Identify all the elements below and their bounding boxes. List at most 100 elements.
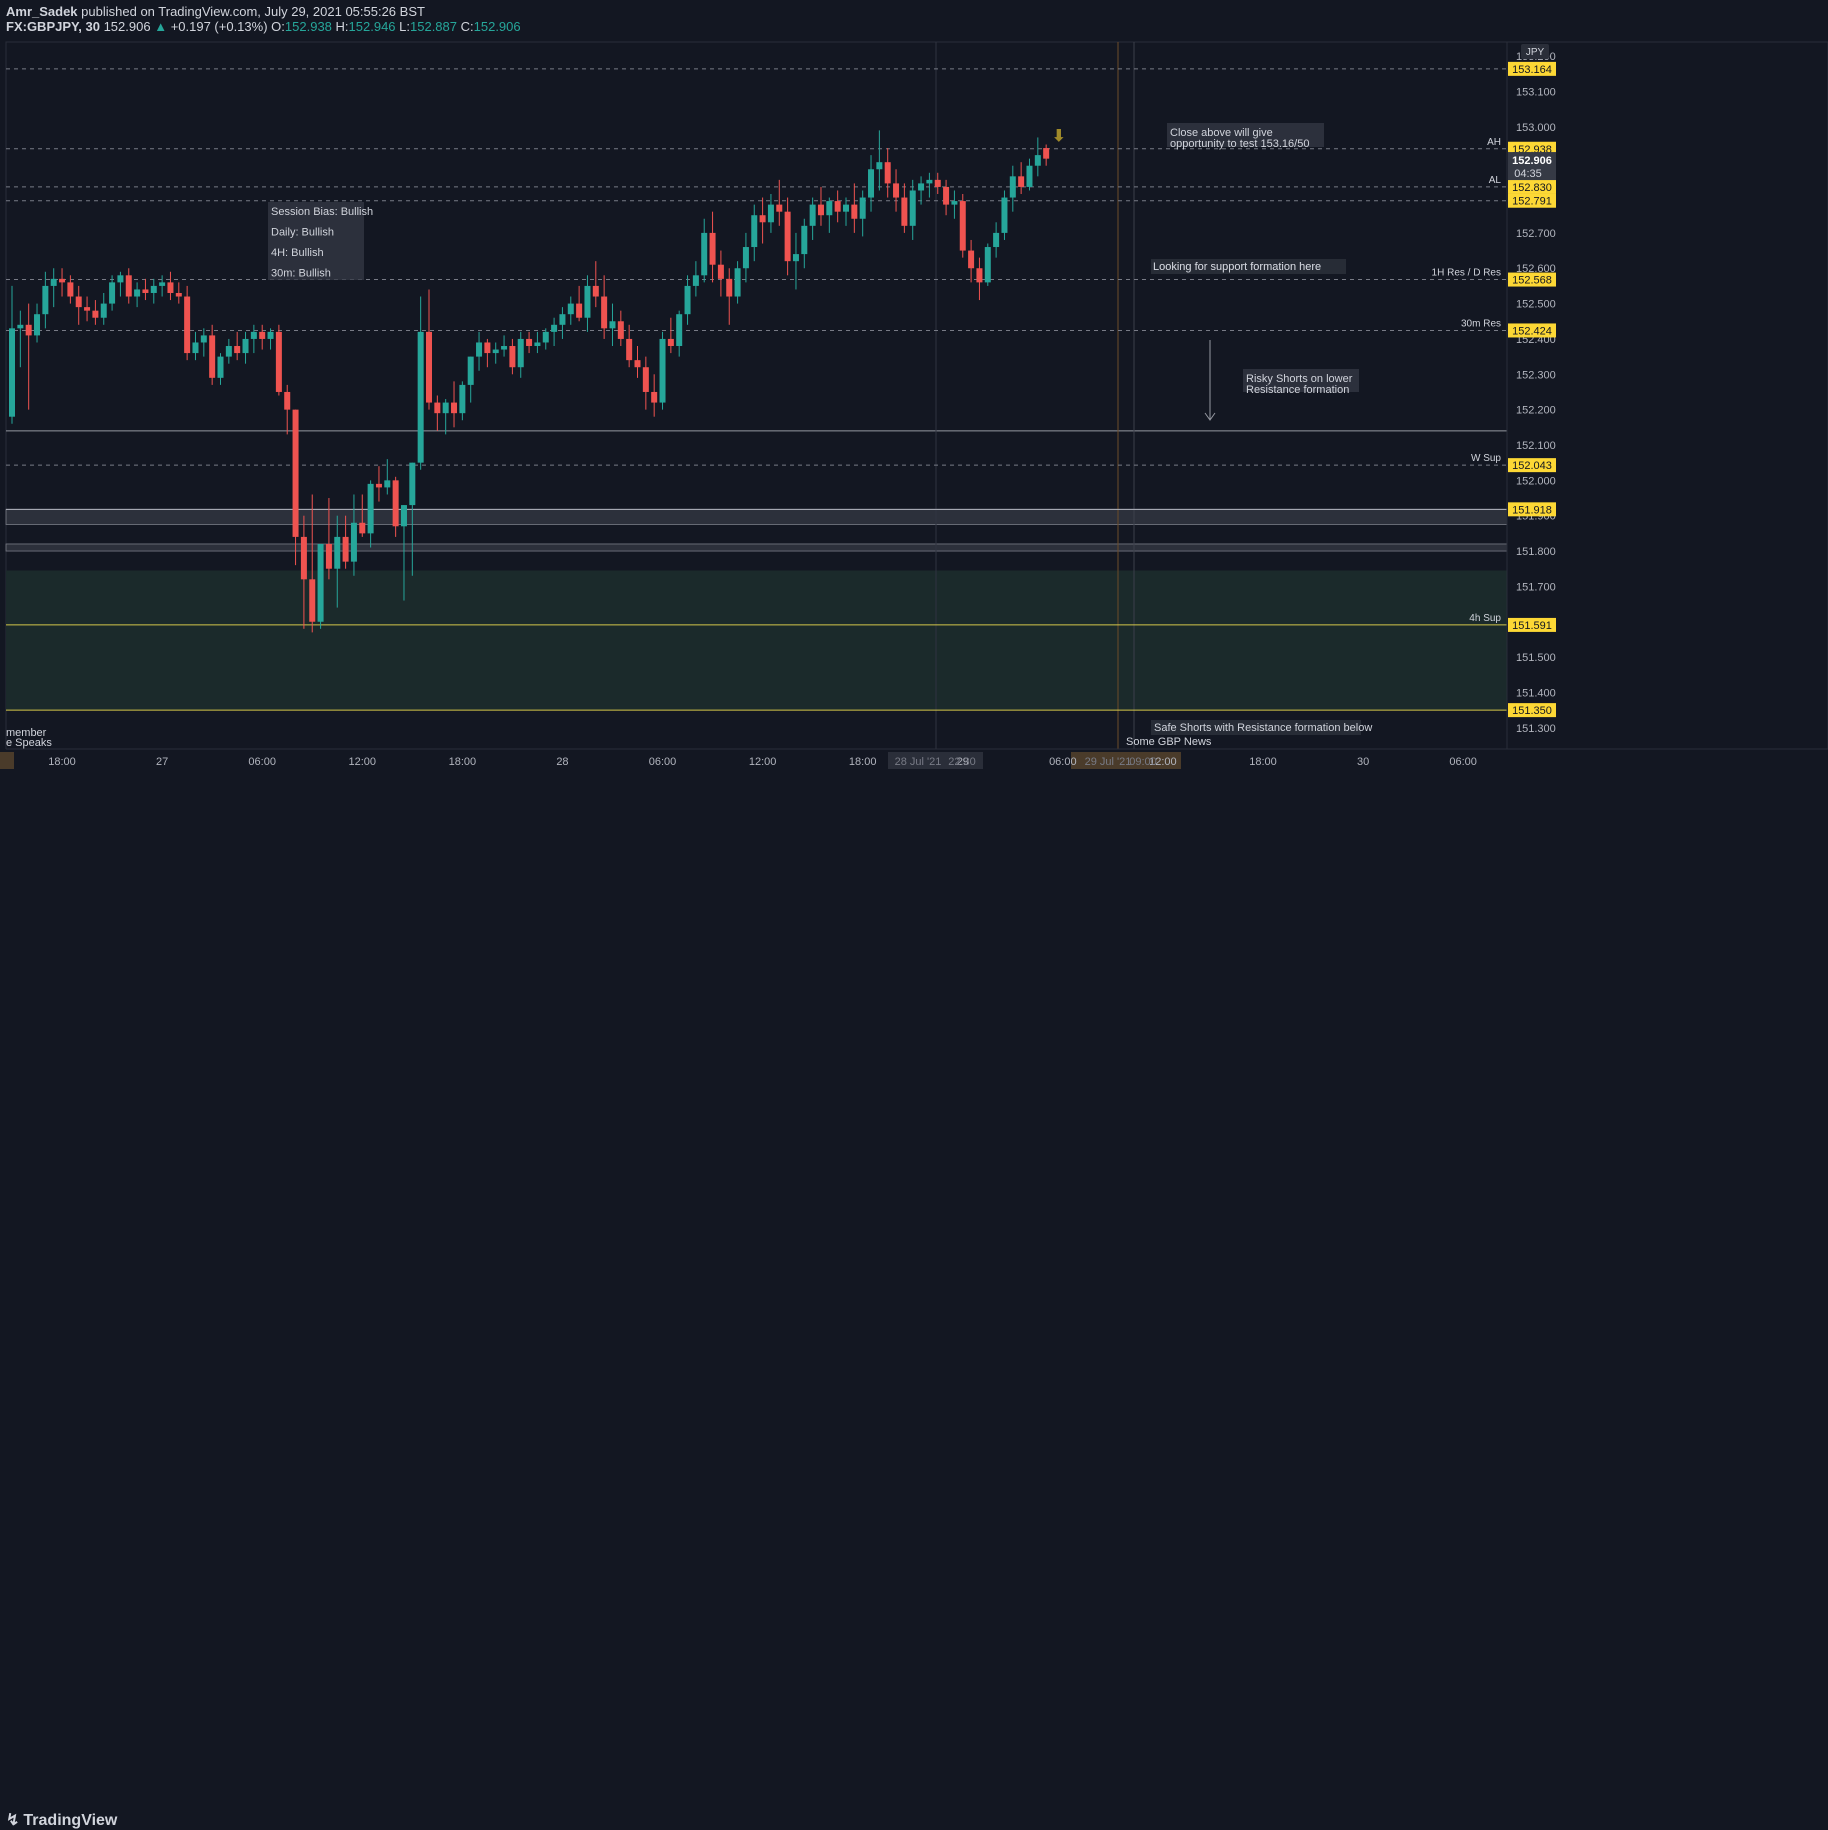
- candle-body[interactable]: [576, 303, 583, 318]
- candle-body[interactable]: [534, 342, 541, 347]
- candle-body[interactable]: [901, 197, 908, 226]
- candle-body[interactable]: [150, 285, 157, 293]
- candle-body[interactable]: [651, 391, 658, 403]
- candle-body[interactable]: [542, 331, 549, 343]
- candle-body[interactable]: [392, 480, 399, 527]
- candle-body[interactable]: [1043, 148, 1050, 159]
- price-axis[interactable]: [1506, 41, 1828, 750]
- candle-body[interactable]: [284, 391, 291, 410]
- candle-body[interactable]: [234, 346, 241, 354]
- candle-body[interactable]: [1026, 165, 1033, 187]
- candle-body[interactable]: [1009, 176, 1016, 198]
- candle-body[interactable]: [1034, 155, 1041, 166]
- candle-body[interactable]: [384, 480, 391, 488]
- candle-body[interactable]: [909, 190, 916, 226]
- candle-body[interactable]: [659, 338, 666, 403]
- candle-body[interactable]: [492, 349, 499, 354]
- candle-body[interactable]: [617, 321, 624, 339]
- candle-body[interactable]: [801, 225, 808, 255]
- candle-body[interactable]: [584, 285, 591, 318]
- candle-body[interactable]: [759, 215, 766, 223]
- candle-body[interactable]: [217, 356, 224, 378]
- candle-body[interactable]: [517, 338, 524, 368]
- candle-body[interactable]: [934, 179, 941, 187]
- candle-body[interactable]: [501, 346, 508, 350]
- candle-body[interactable]: [893, 183, 900, 198]
- candle-body[interactable]: [92, 310, 99, 318]
- candle-body[interactable]: [817, 204, 824, 216]
- candle-body[interactable]: [417, 331, 424, 463]
- candle-body[interactable]: [834, 201, 841, 212]
- candle-body[interactable]: [642, 367, 649, 392]
- candle-body[interactable]: [667, 338, 674, 347]
- candle-body[interactable]: [601, 296, 608, 329]
- candle-body[interactable]: [609, 321, 616, 329]
- candle-body[interactable]: [717, 264, 724, 279]
- candle-body[interactable]: [200, 335, 207, 343]
- candle-body[interactable]: [134, 289, 141, 297]
- candle-body[interactable]: [918, 183, 925, 191]
- candle-body[interactable]: [367, 483, 374, 534]
- candle-body[interactable]: [50, 278, 57, 286]
- candle-body[interactable]: [709, 232, 716, 265]
- candle-body[interactable]: [684, 285, 691, 315]
- candle-body[interactable]: [551, 324, 558, 332]
- candle-body[interactable]: [509, 346, 516, 368]
- candle-body[interactable]: [943, 186, 950, 205]
- candle-body[interactable]: [9, 328, 15, 417]
- candle-body[interactable]: [59, 278, 66, 283]
- candle-body[interactable]: [776, 204, 783, 212]
- candle-body[interactable]: [459, 384, 466, 414]
- candle-body[interactable]: [843, 204, 849, 212]
- candle-body[interactable]: [325, 543, 332, 569]
- candle-body[interactable]: [467, 356, 474, 385]
- candle-body[interactable]: [317, 543, 324, 622]
- candle-body[interactable]: [250, 331, 257, 339]
- candle-body[interactable]: [626, 338, 633, 361]
- candle-body[interactable]: [767, 204, 774, 223]
- candle-body[interactable]: [175, 292, 182, 297]
- candle-body[interactable]: [734, 268, 741, 297]
- tradingview-logo[interactable]: ↯ TradingView: [6, 1810, 117, 1830]
- author-name[interactable]: Amr_Sadek: [6, 4, 78, 19]
- candle-body[interactable]: [592, 285, 599, 297]
- candle-body[interactable]: [876, 162, 883, 170]
- candle-body[interactable]: [434, 402, 441, 414]
- candle-body[interactable]: [526, 338, 533, 347]
- candle-body[interactable]: [792, 254, 799, 262]
- candle-body[interactable]: [17, 324, 24, 329]
- candle-body[interactable]: [851, 204, 858, 219]
- candle-body[interactable]: [484, 342, 491, 354]
- candle-body[interactable]: [267, 331, 274, 339]
- candle-body[interactable]: [676, 314, 683, 347]
- candle-body[interactable]: [409, 462, 416, 506]
- candle-body[interactable]: [1001, 197, 1008, 233]
- candle-body[interactable]: [859, 197, 866, 219]
- candle-body[interactable]: [701, 232, 708, 276]
- candle-body[interactable]: [742, 247, 749, 269]
- candle-body[interactable]: [25, 324, 32, 336]
- candle-body[interactable]: [984, 247, 991, 283]
- candle-body[interactable]: [209, 335, 216, 378]
- candle-body[interactable]: [692, 275, 699, 286]
- candle-body[interactable]: [868, 169, 875, 198]
- candle-body[interactable]: [75, 296, 82, 308]
- candle-body[interactable]: [34, 314, 41, 336]
- candle-body[interactable]: [826, 201, 833, 216]
- candle-body[interactable]: [976, 268, 983, 283]
- candle-body[interactable]: [951, 201, 958, 205]
- candle-body[interactable]: [125, 275, 132, 297]
- candle-body[interactable]: [192, 342, 199, 354]
- candle-body[interactable]: [751, 215, 758, 248]
- candle-body[interactable]: [117, 275, 124, 283]
- candle-body[interactable]: [375, 483, 382, 488]
- candle-body[interactable]: [242, 338, 249, 354]
- candle-body[interactable]: [567, 303, 574, 315]
- candle-body[interactable]: [559, 314, 566, 325]
- candle-body[interactable]: [476, 342, 483, 357]
- candle-body[interactable]: [159, 282, 166, 286]
- candle-body[interactable]: [968, 250, 975, 269]
- candle-body[interactable]: [993, 232, 1000, 248]
- candle-body[interactable]: [100, 303, 107, 318]
- price-chart[interactable]: AH AL 1H Res / D Res 30m Res W Sup 4h Sup ⬇ Ses…: [0, 0, 1828, 900]
